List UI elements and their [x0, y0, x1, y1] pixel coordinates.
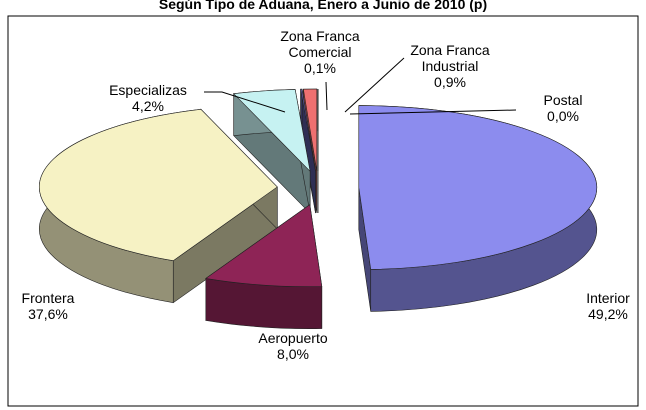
- slice: [358, 105, 597, 270]
- chart-title: Según Tipo de Aduana, Enero a Junio de 2…: [158, 0, 488, 12]
- data-label: Postal 0,0%: [515, 92, 611, 124]
- value-label: 0,1%: [304, 60, 336, 76]
- category-label: Zona Franca Comercial: [280, 28, 360, 60]
- slice: [300, 88, 316, 172]
- category-label: Aeropuerto: [258, 330, 328, 346]
- category-label: Postal: [543, 92, 583, 108]
- category-label: Frontera: [21, 290, 75, 306]
- slice: [205, 204, 323, 287]
- slice: [233, 89, 311, 173]
- leader-line: [349, 109, 517, 115]
- data-label: Aeropuerto 8,0%: [245, 330, 341, 362]
- value-label: 49,2%: [588, 306, 628, 322]
- leader-lines: [204, 57, 517, 115]
- data-label: Frontera 37,6%: [0, 290, 96, 322]
- value-label: 0,9%: [434, 74, 466, 90]
- slices: [38, 88, 597, 329]
- value-label: 0,0%: [547, 108, 579, 124]
- frame: [7, 15, 639, 407]
- value-label: 8,0%: [277, 346, 309, 362]
- value-label: 37,6%: [28, 306, 68, 322]
- slice: [303, 88, 318, 172]
- value-label: 4,2%: [132, 98, 164, 114]
- category-label: Interior: [586, 290, 630, 306]
- category-label: Especializas: [109, 82, 187, 98]
- data-label: Interior 49,2%: [560, 290, 646, 322]
- leader-line: [204, 91, 286, 113]
- data-label: Especializas 4,2%: [100, 82, 196, 114]
- leader-line: [325, 81, 328, 111]
- category-label: Zona Franca Industrial: [410, 42, 490, 74]
- leader-line: [344, 57, 405, 113]
- data-label: Zona Franca Industrial 0,9%: [402, 42, 498, 90]
- data-label: Zona Franca Comercial 0,1%: [272, 28, 368, 76]
- slice: [38, 108, 278, 262]
